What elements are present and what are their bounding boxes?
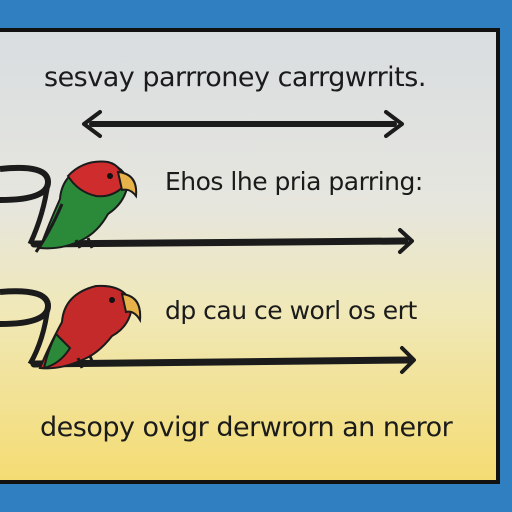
top-caption: sesvay parrroney carrgwrrits. bbox=[44, 62, 426, 93]
parrot-green-icon bbox=[34, 160, 138, 253]
illustration bbox=[0, 110, 416, 374]
perch-lower bbox=[0, 288, 416, 374]
middle-caption: Ehos lhe pria parring: bbox=[165, 167, 423, 196]
parrot-red-icon bbox=[38, 284, 142, 370]
lower-caption: dp cau ce worl os ert bbox=[165, 296, 417, 325]
perch-upper bbox=[0, 164, 414, 254]
bottom-caption: desopy ovigr derwrorn an neror bbox=[40, 412, 453, 443]
top-double-arrow bbox=[82, 110, 404, 138]
illustration-panel: sesvay parrroney carrgwrrits. Ehos lhe p… bbox=[0, 28, 500, 484]
